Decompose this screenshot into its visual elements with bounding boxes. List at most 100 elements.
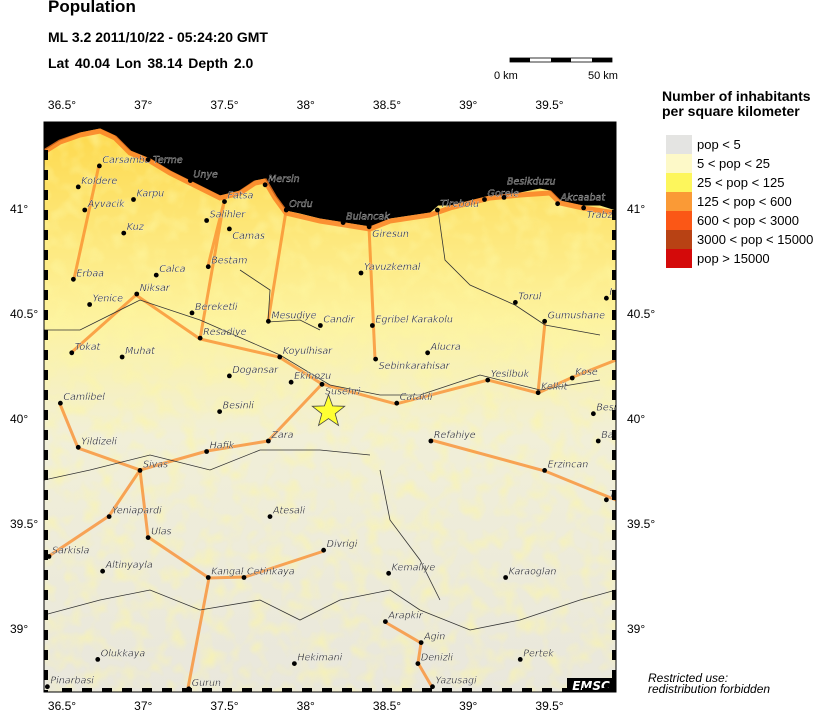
city-label: Resadiye bbox=[203, 327, 247, 338]
restricted-use-note: Restricted use: redistribution forbidden bbox=[648, 672, 770, 695]
city-label: Yildizeli bbox=[81, 436, 117, 447]
city-label: Pertek bbox=[523, 648, 554, 659]
city: Salihler bbox=[204, 209, 246, 223]
city: Pertek bbox=[517, 648, 554, 662]
city: Mesudiye bbox=[265, 310, 317, 324]
city-dot bbox=[217, 409, 223, 414]
city-dot bbox=[226, 226, 232, 232]
city-dot bbox=[265, 438, 271, 444]
city-label: Besinli bbox=[223, 401, 255, 412]
city: Pinarbasi bbox=[44, 676, 94, 690]
city-label: Atesali bbox=[272, 506, 305, 517]
city-label: Zara bbox=[270, 430, 293, 441]
city-label: Camas bbox=[232, 231, 265, 242]
city-label: Kuz bbox=[127, 222, 145, 233]
city-label: Ekinozu bbox=[294, 371, 331, 382]
lon-tick-label-bottom: 39.5° bbox=[535, 699, 564, 713]
lat-tick-label-right: 40° bbox=[627, 412, 646, 426]
city: Susehri bbox=[319, 381, 361, 397]
lat-tick-label-left: 39.5° bbox=[10, 517, 39, 531]
city-dot bbox=[187, 178, 193, 184]
city-dot bbox=[145, 535, 151, 540]
scale-bar bbox=[509, 57, 613, 63]
scale-end-label: 50 km bbox=[588, 70, 618, 82]
city-dot bbox=[340, 220, 346, 226]
city-dot bbox=[75, 444, 81, 450]
city-label: Mersin bbox=[268, 174, 300, 185]
lon-tick-label-bottom: 38.5° bbox=[372, 699, 402, 713]
city: Sebinkarahisar bbox=[373, 356, 451, 372]
epicenter-star-icon[interactable] bbox=[311, 393, 346, 427]
city: Hekimani bbox=[291, 652, 343, 666]
city-dot bbox=[145, 157, 151, 163]
city-label: Niksar bbox=[140, 283, 171, 294]
city-label: Hafik bbox=[210, 441, 235, 452]
city-label: Dogansar bbox=[232, 365, 279, 376]
city-layer: Carsamba Terme Koldere Ayvacik Karpu Unye Mers… bbox=[44, 155, 625, 692]
city-label: Bereketli bbox=[195, 302, 238, 313]
city: Koyulhisar bbox=[277, 346, 333, 360]
city: Mersin bbox=[262, 174, 300, 188]
city-label: Trabzon bbox=[587, 210, 625, 221]
city-dot bbox=[394, 400, 400, 406]
lat-tick-label-left: 39° bbox=[10, 622, 29, 636]
lat-tick-label-right: 41° bbox=[627, 202, 646, 216]
city: Karaoglan bbox=[503, 566, 557, 580]
lon-tick-label-bottom: 39° bbox=[459, 699, 478, 713]
city: Yesilbuk bbox=[485, 369, 530, 383]
legend-title-line1: Number of inhabitants bbox=[662, 88, 811, 104]
legend-swatch bbox=[666, 211, 692, 230]
city-label: Catakli bbox=[400, 392, 433, 403]
city-dot bbox=[542, 468, 548, 473]
lon-tick-label-top: 38° bbox=[296, 98, 315, 112]
city-label: Olukkaya bbox=[101, 648, 146, 659]
city-label: Torul bbox=[518, 291, 541, 302]
city-dot bbox=[82, 207, 88, 213]
city: Gumushane bbox=[542, 310, 605, 324]
city-label: Agin bbox=[423, 632, 445, 643]
city: Alucra bbox=[425, 342, 461, 356]
city: Resadiye bbox=[197, 327, 247, 341]
city: Agin bbox=[418, 631, 445, 645]
city: Kangal bbox=[205, 566, 244, 580]
city-dot bbox=[204, 449, 210, 454]
city-dot bbox=[283, 207, 289, 213]
coastal-population-band bbox=[44, 128, 616, 232]
lat-tick-label-right: 40.5° bbox=[627, 307, 656, 321]
city-label: Camlibel bbox=[63, 392, 105, 403]
map-area[interactable]: Carsamba Terme Koldere Ayvacik Karpu Unye Mers… bbox=[44, 122, 624, 693]
city-dot bbox=[603, 295, 609, 301]
city: Candir bbox=[317, 314, 356, 328]
city: Besp bbox=[590, 403, 616, 417]
city-label: Koyulhisar bbox=[283, 346, 333, 357]
city: Hafik bbox=[204, 440, 235, 454]
city-label: Yeniapardi bbox=[112, 506, 162, 517]
city-dot bbox=[382, 619, 388, 624]
city-dot bbox=[425, 350, 431, 356]
city: Karpu bbox=[131, 188, 164, 202]
city-dot bbox=[137, 468, 143, 473]
city-label: Susehri bbox=[325, 386, 361, 397]
city-label: Sivas bbox=[143, 459, 168, 470]
city-dot bbox=[121, 230, 127, 236]
city-dot bbox=[415, 661, 421, 666]
map-title: Population bbox=[48, 0, 136, 16]
legend-item: 3000 < pop < 15000 bbox=[666, 230, 813, 249]
city-dot bbox=[517, 657, 523, 662]
city-label: Giresun bbox=[372, 229, 409, 240]
city-label: Karaoglan bbox=[509, 567, 557, 578]
city: Tirebolu bbox=[434, 199, 479, 213]
province-borders bbox=[44, 209, 616, 631]
city: Gorele bbox=[482, 188, 519, 202]
city-label: Fatsa bbox=[228, 191, 254, 202]
city-dot bbox=[555, 201, 561, 207]
legend-title-line2: per square kilometer bbox=[662, 103, 800, 119]
lat-tick-label-right: 39° bbox=[627, 622, 646, 636]
lat-tick-label-left: 40° bbox=[10, 412, 29, 426]
city-dot bbox=[134, 291, 140, 297]
city-label: Erbaa bbox=[76, 268, 104, 279]
city: Niksar bbox=[134, 283, 171, 297]
city-dot bbox=[100, 568, 106, 574]
legend-swatch bbox=[666, 230, 692, 249]
